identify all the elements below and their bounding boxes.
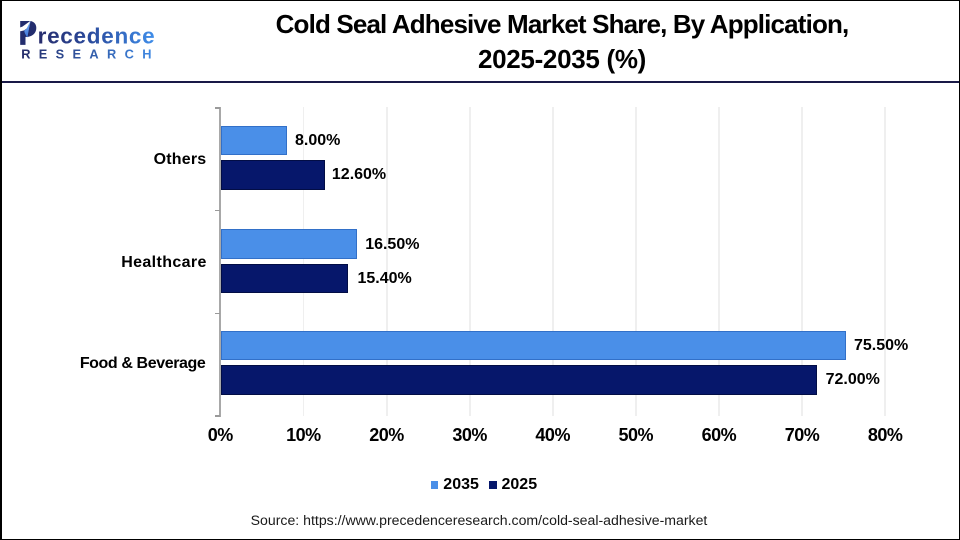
svg-text:RESEARCH: RESEARCH — [21, 46, 160, 61]
svg-text:recedence: recedence — [38, 24, 156, 49]
